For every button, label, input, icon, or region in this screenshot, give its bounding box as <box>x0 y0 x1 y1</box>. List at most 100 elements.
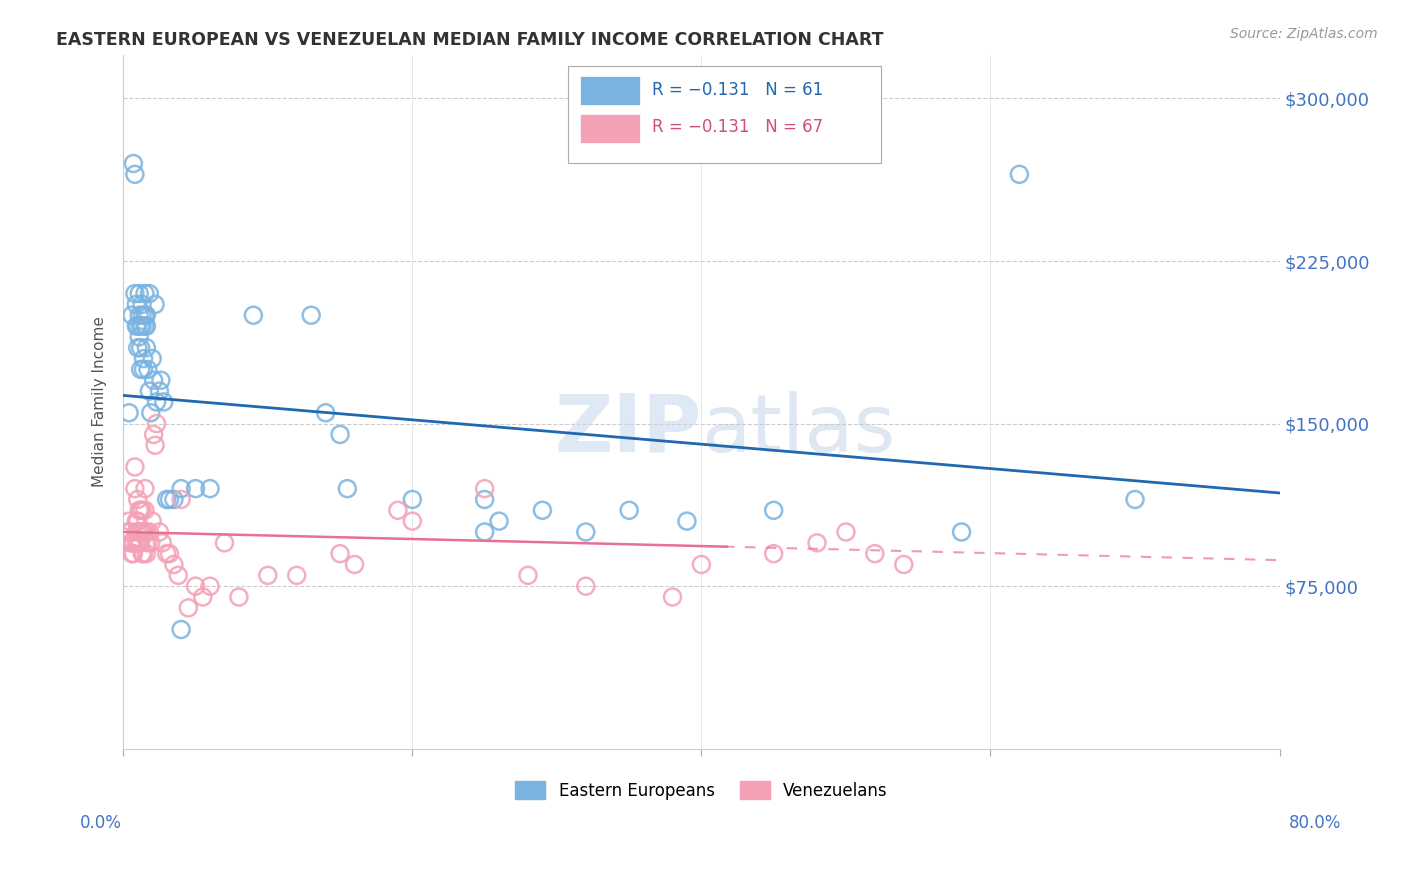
Point <box>148 384 170 398</box>
Point <box>170 492 193 507</box>
Text: Source: ZipAtlas.com: Source: ZipAtlas.com <box>1230 27 1378 41</box>
Point <box>149 373 172 387</box>
Point <box>134 308 156 322</box>
Point <box>893 558 915 572</box>
Point <box>129 524 152 539</box>
Point <box>141 351 163 366</box>
Point <box>256 568 278 582</box>
Point <box>198 482 221 496</box>
Text: ZIP: ZIP <box>554 391 702 468</box>
Point <box>170 482 193 496</box>
Point <box>132 547 155 561</box>
Point <box>762 503 785 517</box>
Point <box>163 558 186 572</box>
Point <box>159 492 181 507</box>
Point <box>950 524 973 539</box>
Point <box>285 568 308 582</box>
Point <box>184 579 207 593</box>
Point <box>214 536 236 550</box>
Y-axis label: Median Family Income: Median Family Income <box>93 317 107 487</box>
Point <box>488 514 510 528</box>
Point <box>299 308 322 322</box>
Point <box>132 524 155 539</box>
Point <box>141 514 163 528</box>
Point <box>150 536 173 550</box>
Point <box>228 590 250 604</box>
Point <box>134 319 156 334</box>
Point <box>134 503 156 517</box>
Point <box>135 319 157 334</box>
Point <box>135 308 157 322</box>
Point <box>1123 492 1146 507</box>
Point <box>129 503 152 517</box>
FancyBboxPatch shape <box>568 65 880 162</box>
Point <box>122 547 145 561</box>
Point <box>145 417 167 431</box>
Point <box>124 286 146 301</box>
Point <box>177 600 200 615</box>
Point <box>143 297 166 311</box>
Point <box>127 514 149 528</box>
Point <box>163 492 186 507</box>
Point <box>124 167 146 181</box>
Point <box>136 362 159 376</box>
Point <box>863 547 886 561</box>
Point <box>131 308 153 322</box>
Point <box>159 547 181 561</box>
Point <box>170 623 193 637</box>
Point <box>142 427 165 442</box>
Point <box>127 536 149 550</box>
Point <box>138 524 160 539</box>
Point <box>125 524 148 539</box>
Point <box>315 406 337 420</box>
Point <box>184 482 207 496</box>
Point <box>134 482 156 496</box>
Point <box>125 514 148 528</box>
Point <box>139 536 162 550</box>
Point <box>139 406 162 420</box>
Point <box>617 503 640 517</box>
Point <box>152 395 174 409</box>
Point <box>124 459 146 474</box>
Point <box>143 438 166 452</box>
Text: atlas: atlas <box>702 391 896 468</box>
Point <box>121 547 143 561</box>
Point <box>167 568 190 582</box>
Point <box>401 514 423 528</box>
Point <box>806 536 828 550</box>
Point <box>134 286 156 301</box>
Point <box>835 524 858 539</box>
Text: 80.0%: 80.0% <box>1288 814 1341 831</box>
Point <box>336 482 359 496</box>
Point <box>676 514 699 528</box>
Point <box>690 558 713 572</box>
Point <box>148 524 170 539</box>
Point <box>121 536 143 550</box>
Text: R = −0.131   N = 61: R = −0.131 N = 61 <box>652 81 823 99</box>
Point <box>474 482 496 496</box>
Point <box>762 547 785 561</box>
Point <box>128 503 150 517</box>
Point <box>122 156 145 170</box>
Point <box>517 568 540 582</box>
Point <box>127 319 149 334</box>
Point <box>191 590 214 604</box>
Point <box>124 482 146 496</box>
Point <box>128 330 150 344</box>
Point <box>387 503 409 517</box>
Point <box>128 536 150 550</box>
Point <box>117 524 139 539</box>
Point <box>132 351 155 366</box>
Legend: Eastern Europeans, Venezuelans: Eastern Europeans, Venezuelans <box>509 775 894 806</box>
Point <box>242 308 264 322</box>
Point <box>135 341 157 355</box>
Point <box>128 308 150 322</box>
Text: 0.0%: 0.0% <box>80 814 122 831</box>
Point <box>128 524 150 539</box>
Point <box>136 536 159 550</box>
Point <box>132 362 155 376</box>
Point <box>129 536 152 550</box>
Point <box>129 341 152 355</box>
Point <box>129 362 152 376</box>
Point <box>156 492 179 507</box>
